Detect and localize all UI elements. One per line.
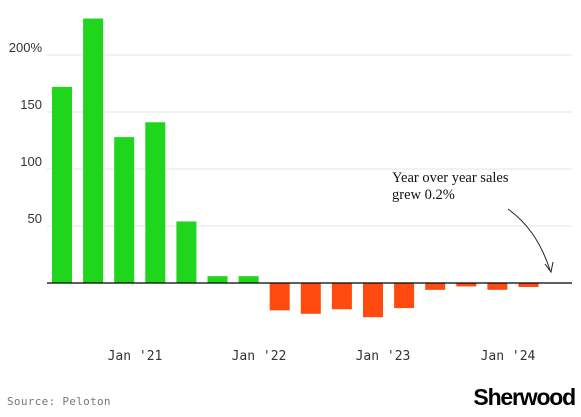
annotation-arrow: [507, 208, 551, 271]
annotation-text: grew 0.2%: [392, 187, 455, 203]
annotation-text: Year over year sales: [392, 170, 509, 186]
bar: [145, 122, 166, 283]
bar: [425, 283, 446, 290]
x-tick-label: Jan '22: [232, 349, 287, 364]
bar: [394, 283, 415, 309]
bar: [176, 221, 197, 283]
source-note: Source: Peloton: [7, 395, 111, 408]
bar: [487, 283, 508, 290]
bars: [52, 18, 539, 318]
y-tick-label: 200%: [9, 40, 43, 55]
y-tick-label: 50: [28, 211, 42, 226]
y-tick-label: 150: [20, 97, 42, 112]
y-axis-ticks: 50 100 150 200%: [9, 40, 43, 226]
x-tick-label: Jan '23: [356, 349, 411, 364]
y-tick-label: 100: [20, 154, 42, 169]
brand-logo: Sherwood: [473, 384, 576, 410]
gridlines: [47, 54, 572, 227]
bar: [300, 283, 321, 314]
bar: [456, 283, 477, 287]
x-tick-label: Jan '24: [481, 349, 536, 364]
bar: [52, 86, 72, 283]
bar: [269, 283, 290, 311]
bar: [114, 137, 135, 283]
bar: [363, 283, 383, 318]
x-axis-ticks: Jan '21 Jan '22 Jan '23 Jan '24: [108, 349, 536, 364]
bar: [331, 283, 352, 310]
bar: [83, 18, 104, 284]
bar: [238, 276, 259, 283]
bar: [518, 283, 539, 287]
x-tick-label: Jan '21: [108, 349, 163, 364]
annotation-arrowhead: [544, 261, 554, 274]
bar: [207, 276, 228, 283]
